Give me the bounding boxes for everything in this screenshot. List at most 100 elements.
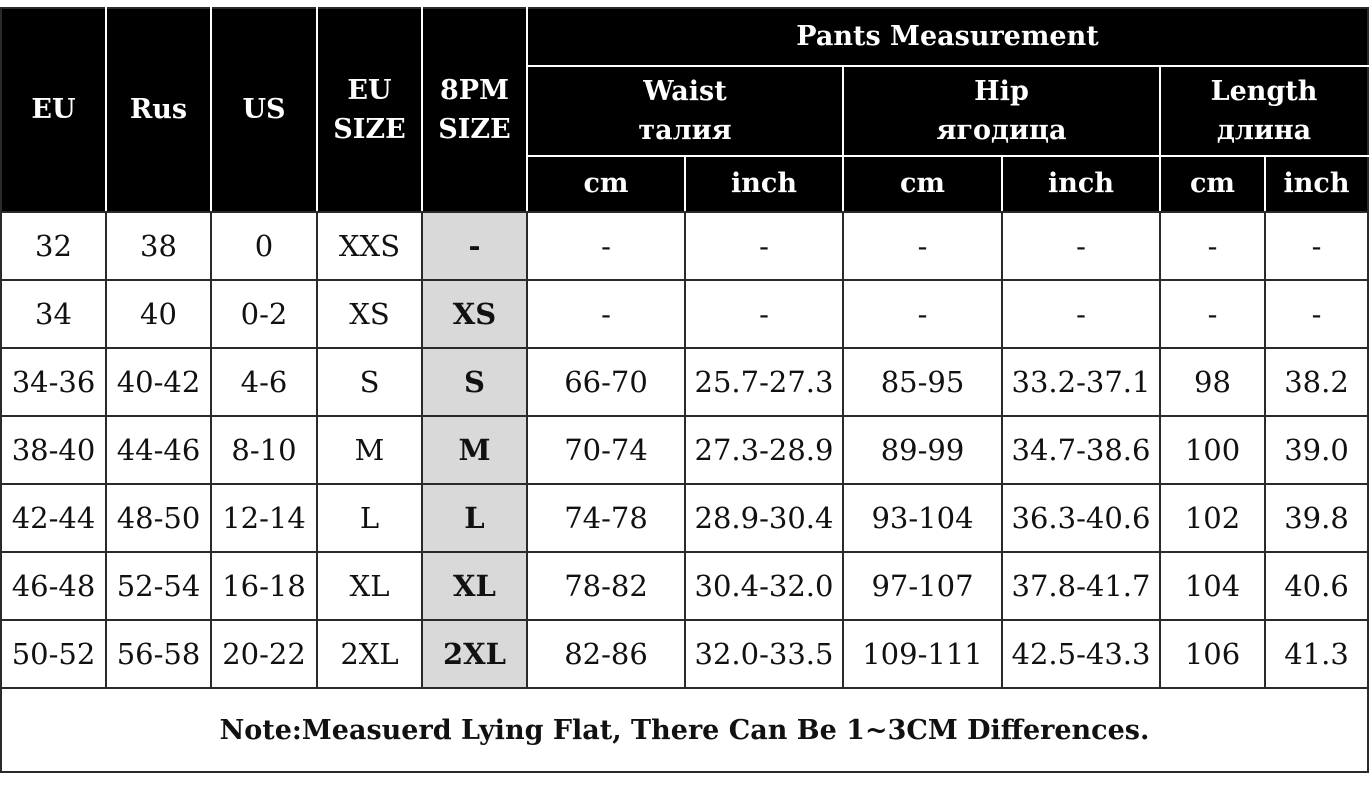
cell-waist-inch: 27.3-28.9 (684, 415, 844, 485)
header-row-top: EU Rus US EU SIZE 8PM SIZE Pants Measure… (0, 7, 1369, 213)
cell-eu-size: 2XL (316, 619, 423, 689)
header-row-groups: Waist талия Hip ягодица Length длина (1, 65, 1369, 157)
header-rus: Rus (105, 7, 212, 213)
cell-8pm-size: - (421, 211, 528, 281)
cell-length-inch: 41.3 (1264, 619, 1369, 689)
cell-8pm-size: XL (421, 551, 528, 621)
cell-eu: 34-36 (0, 347, 107, 417)
cell-length-cm: - (1159, 211, 1266, 281)
cell-length-inch: 39.8 (1264, 483, 1369, 553)
cell-hip-inch: 42.5-43.3 (1001, 619, 1161, 689)
cell-waist-cm: 74-78 (526, 483, 686, 553)
cell-waist-cm: 78-82 (526, 551, 686, 621)
cell-us: 20-22 (210, 619, 318, 689)
cell-eu-size: L (316, 483, 423, 553)
size-rows: 32 38 0 XXS - - - - - - -34 40 0-2 XS XS - - - - - -34-36 40-… (0, 211, 1369, 689)
header-unit-length-cm: cm (1159, 155, 1266, 213)
header-8pm-size: 8PM SIZE (421, 7, 528, 213)
cell-length-inch: - (1264, 211, 1369, 281)
header-waist-ru: талия (638, 115, 732, 146)
cell-us: 16-18 (210, 551, 318, 621)
header-row-units: cm inch cm inch cm inch (1, 155, 1369, 213)
header-hip: Hip ягодица (842, 65, 1161, 157)
table-row: 34 40 0-2 XS XS - - - - - - (0, 279, 1369, 349)
header-waist-en: Waist (643, 75, 727, 107)
cell-eu: 38-40 (0, 415, 107, 485)
header-length-ru: длина (1216, 115, 1312, 146)
header-eu: EU (0, 7, 107, 213)
cell-eu-size: XXS (316, 211, 423, 281)
cell-length-inch: 39.0 (1264, 415, 1369, 485)
cell-us: 0 (210, 211, 318, 281)
cell-hip-inch: - (1001, 211, 1161, 281)
cell-waist-inch: - (684, 211, 844, 281)
header-unit-hip-cm: cm (842, 155, 1003, 213)
cell-hip-cm: 109-111 (842, 619, 1003, 689)
cell-rus: 48-50 (105, 483, 212, 553)
header-eu-size: EU SIZE (316, 7, 423, 213)
table-row: 46-48 52-54 16-18 XL XL 78-82 30.4-32.0 97-107 3… (0, 551, 1369, 621)
header-8pm-size-line-2: SIZE (438, 114, 511, 145)
cell-waist-inch: 32.0-33.5 (684, 619, 844, 689)
table-row: 38-40 44-46 8-10 M M 70-74 27.3-28.9 89-99 34.7-… (0, 415, 1369, 485)
cell-waist-inch: 30.4-32.0 (684, 551, 844, 621)
cell-eu: 34 (0, 279, 107, 349)
cell-8pm-size: M (421, 415, 528, 485)
cell-waist-cm: 70-74 (526, 415, 686, 485)
cell-rus: 38 (105, 211, 212, 281)
cell-hip-cm: 85-95 (842, 347, 1003, 417)
note-text: Note:Measuerd Lying Flat, There Can Be 1… (0, 687, 1369, 773)
table-row: 50-52 56-58 20-22 2XL 2XL 82-86 32.0-33.5 109-1… (0, 619, 1369, 689)
cell-waist-inch: - (684, 279, 844, 349)
cell-8pm-size: XS (421, 279, 528, 349)
cell-rus: 40 (105, 279, 212, 349)
header-unit-length-inch: inch (1264, 155, 1369, 213)
cell-length-inch: - (1264, 279, 1369, 349)
header-length-en: Length (1210, 75, 1318, 107)
header-length: Length длина (1159, 65, 1369, 157)
cell-hip-cm: 89-99 (842, 415, 1003, 485)
cell-length-cm: 102 (1159, 483, 1266, 553)
cell-eu: 42-44 (0, 483, 107, 553)
cell-waist-inch: 25.7-27.3 (684, 347, 844, 417)
header-unit-waist-cm: cm (526, 155, 686, 213)
cell-eu-size: XL (316, 551, 423, 621)
table-row: 34-36 40-42 4-6 S S 66-70 25.7-27.3 85-95 33.2-3… (0, 347, 1369, 417)
header-eu-size-line-2: SIZE (333, 114, 406, 145)
cell-length-cm: 98 (1159, 347, 1266, 417)
cell-waist-cm: - (526, 211, 686, 281)
cell-eu-size: S (316, 347, 423, 417)
cell-8pm-size: 2XL (421, 619, 528, 689)
cell-length-inch: 40.6 (1264, 551, 1369, 621)
cell-8pm-size: S (421, 347, 528, 417)
cell-hip-cm: 97-107 (842, 551, 1003, 621)
cell-length-inch: 38.2 (1264, 347, 1369, 417)
size-chart: EU Rus US EU SIZE 8PM SIZE Pants Measure… (0, 7, 1369, 773)
header-unit-hip-inch: inch (1001, 155, 1161, 213)
cell-hip-inch: 34.7-38.6 (1001, 415, 1161, 485)
cell-us: 8-10 (210, 415, 318, 485)
cell-waist-cm: - (526, 279, 686, 349)
cell-hip-cm: 93-104 (842, 483, 1003, 553)
cell-waist-cm: 66-70 (526, 347, 686, 417)
cell-length-cm: 104 (1159, 551, 1266, 621)
cell-rus: 56-58 (105, 619, 212, 689)
cell-8pm-size: L (421, 483, 528, 553)
header-eu-size-line-1: EU (347, 74, 392, 106)
cell-hip-inch: 36.3-40.6 (1001, 483, 1161, 553)
cell-hip-inch: 37.8-41.7 (1001, 551, 1161, 621)
table-row: 42-44 48-50 12-14 L L 74-78 28.9-30.4 93-104 36.… (0, 483, 1369, 553)
cell-length-cm: 106 (1159, 619, 1266, 689)
cell-waist-inch: 28.9-30.4 (684, 483, 844, 553)
cell-eu-size: XS (316, 279, 423, 349)
header-us: US (210, 7, 318, 213)
cell-us: 12-14 (210, 483, 318, 553)
header-pants-measurement: Pants Measurement (526, 7, 1369, 67)
header-waist: Waist талия (526, 65, 844, 157)
cell-us: 4-6 (210, 347, 318, 417)
table-row: 32 38 0 XXS - - - - - - - (0, 211, 1369, 281)
cell-hip-cm: - (842, 279, 1003, 349)
cell-rus: 44-46 (105, 415, 212, 485)
cell-waist-cm: 82-86 (526, 619, 686, 689)
size-table: EU Rus US EU SIZE 8PM SIZE Pants Measure… (0, 7, 1369, 773)
